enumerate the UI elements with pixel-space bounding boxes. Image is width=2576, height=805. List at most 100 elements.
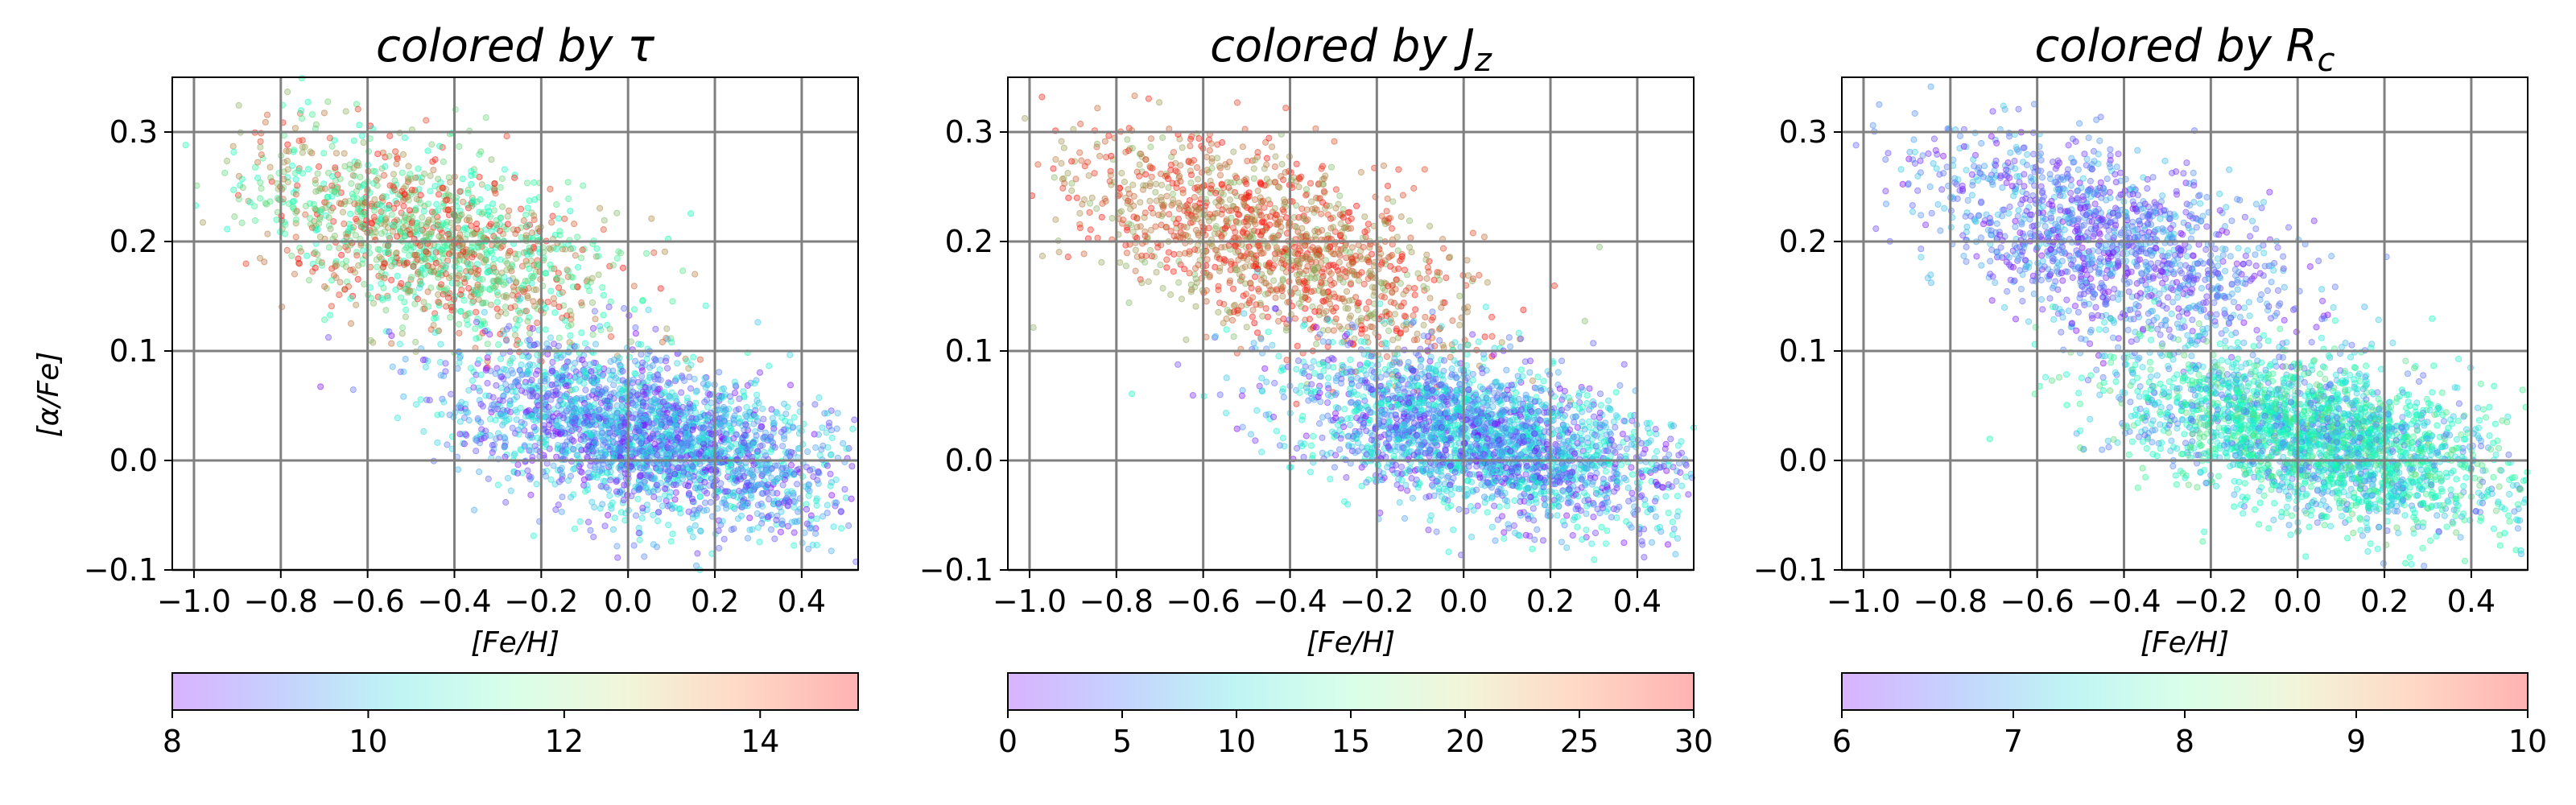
scatter-point [444, 303, 449, 309]
scatter-point [720, 404, 726, 410]
scatter-point [267, 164, 273, 170]
scatter-point [462, 279, 468, 285]
scatter-point [824, 430, 829, 436]
scatter-point [1059, 176, 1065, 182]
scatter-point [650, 433, 656, 439]
scatter-point [489, 443, 495, 448]
scatter-point [824, 463, 830, 469]
colorbar-tick-label: 12 [545, 724, 584, 759]
scatter-point [708, 499, 713, 505]
scatter-point [530, 417, 536, 423]
scatter-point [1423, 257, 1429, 262]
scatter-point [1347, 209, 1352, 215]
scatter-point [298, 249, 303, 254]
scatter-point [483, 258, 489, 263]
scatter-point [487, 287, 493, 293]
scatter-point [525, 293, 530, 299]
scatter-point [265, 231, 270, 237]
scatter-point [1369, 284, 1375, 290]
scatter-point [752, 413, 758, 419]
scatter-point [669, 390, 675, 395]
scatter-point [654, 518, 660, 524]
scatter-point [576, 264, 581, 270]
scatter-point [465, 262, 471, 267]
scatter-point [649, 425, 654, 431]
scatter-point [609, 415, 615, 420]
scatter-point [819, 425, 825, 431]
scatter-point [1325, 328, 1331, 333]
scatter-point [1142, 233, 1148, 238]
scatter-point [1053, 156, 1059, 162]
scatter-point [754, 452, 760, 458]
scatter-point [477, 253, 482, 258]
scatter-point [753, 432, 759, 438]
scatter-point [563, 452, 568, 457]
scatter-point [580, 247, 585, 253]
scatter-point [495, 292, 501, 298]
scatter-point [850, 426, 856, 431]
scatter-point [645, 415, 650, 421]
scatter-point [582, 341, 588, 346]
scatter-point [481, 309, 487, 315]
scatter-point [431, 316, 436, 321]
scatter-point [497, 228, 502, 233]
scatter-point [770, 415, 775, 421]
scatter-point [653, 326, 658, 332]
scatter-point [619, 403, 625, 409]
scatter-point [620, 409, 625, 415]
scatter-point [291, 271, 297, 277]
scatter-point [679, 390, 684, 395]
scatter-point [516, 431, 522, 437]
scatter-point [1259, 220, 1265, 225]
scatter-point [684, 395, 690, 401]
scatter-point [579, 330, 584, 336]
y-tick-labels-tau: −0.10.00.10.20.3 [84, 114, 172, 588]
scatter-point [469, 181, 474, 187]
scatter-point [502, 413, 508, 419]
scatter-point [779, 518, 785, 523]
scatter-point [730, 504, 736, 510]
scatter-point [1117, 185, 1122, 191]
scatter-point [597, 407, 602, 412]
scatter-point [549, 382, 555, 387]
scatter-point [329, 143, 335, 149]
scatter-point [258, 196, 263, 201]
scatter-point [686, 509, 691, 514]
scatter-point [399, 170, 405, 175]
scatter-point [466, 286, 472, 291]
scatter-point [437, 359, 443, 365]
scatter-point [1406, 245, 1412, 250]
scatter-point [596, 461, 601, 467]
scatter-point [327, 312, 332, 318]
scatter-point [518, 423, 524, 429]
scatter-point [360, 261, 365, 266]
scatter-point [1366, 299, 1372, 305]
scatter-point [1123, 263, 1129, 269]
scatter-point [559, 425, 564, 431]
scatter-point [656, 510, 662, 515]
scatter-point [806, 493, 811, 498]
scatter-point [675, 435, 680, 440]
scatter-point [483, 434, 489, 440]
scatter-point [523, 212, 529, 217]
scatter-point [650, 542, 656, 547]
scatter-point [603, 386, 609, 391]
scatter-point [1427, 223, 1433, 229]
scatter-point [473, 320, 479, 325]
scatter-point [1177, 173, 1183, 179]
scatter-point [815, 470, 821, 476]
scatter-point [477, 151, 482, 157]
scatter-point [826, 420, 832, 426]
scatter-point [1470, 230, 1476, 236]
scatter-point [732, 413, 737, 419]
y-tick-label: 0.2 [109, 224, 158, 259]
scatter-point [601, 312, 606, 318]
scatter-point [359, 133, 365, 138]
scatter-point [605, 512, 611, 518]
scatter-point [502, 454, 508, 460]
scatter-point [621, 497, 626, 503]
scatter-point [828, 548, 834, 554]
scatter-point [316, 188, 321, 193]
scatter-point [1337, 193, 1343, 199]
scatter-point [469, 203, 475, 208]
